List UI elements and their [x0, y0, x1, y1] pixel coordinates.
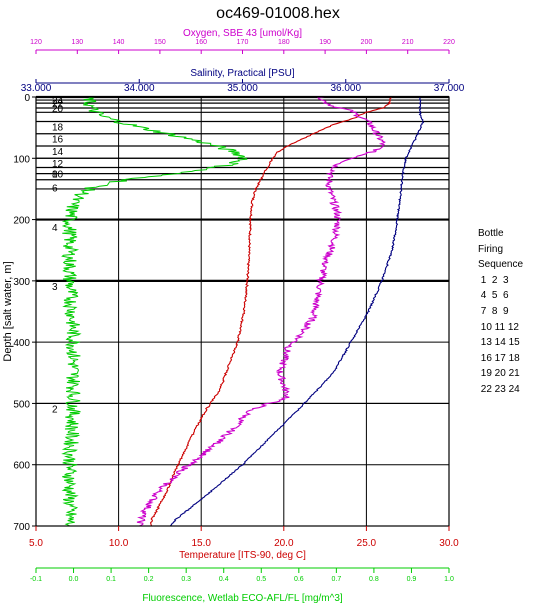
bottle-label: 8: [52, 170, 58, 181]
top-tick-label-oxygen: 130: [71, 39, 83, 46]
bottle-label: 18: [52, 122, 64, 133]
plot-border: [35, 96, 450, 527]
data-series: [61, 96, 425, 527]
series-line-temperature: [150, 96, 392, 527]
y-tick-label: 600: [13, 461, 30, 472]
top-tick-label-salinity: 35.000: [227, 83, 258, 94]
y-tick-label: 300: [13, 277, 30, 288]
legend-row: 22 23 24: [478, 383, 520, 395]
bottle-label: 12: [52, 159, 64, 170]
bottom-tick-label-temperature: 30.0: [439, 538, 459, 549]
bottom-tick-label-fluorescence: 0.4: [219, 576, 229, 583]
bottle-label: 14: [52, 147, 64, 158]
axes: 0 100 200 300 400 500 600 700 Depth [salt water,…: [2, 28, 465, 604]
y-tick-label: 0: [24, 93, 30, 104]
bottom-tick-label-fluorescence: 0.2: [144, 576, 154, 583]
top-tick-label-oxygen: 170: [237, 39, 249, 46]
y-tick-label: 400: [13, 338, 30, 349]
top-tick-label-oxygen: 120: [30, 39, 42, 46]
bottom-tick-label-fluorescence: -0.1: [30, 576, 42, 583]
bottle-label: 20: [52, 104, 64, 115]
legend-row: 4 5 6: [478, 290, 509, 302]
top-axis-label-oxygen: Oxygen, SBE 43 [umol/Kg]: [183, 28, 302, 39]
top-tick-label-oxygen: 210: [402, 39, 414, 46]
legend-row: 10 11 12: [478, 321, 519, 333]
top-tick-label-oxygen: 220: [443, 39, 455, 46]
legend-title-line: Firing: [478, 243, 504, 255]
y-axis-label: Depth [salt water, m]: [2, 261, 14, 361]
y-tick-label: 200: [13, 216, 30, 227]
top-tick-label-salinity: 33.000: [21, 83, 52, 94]
top-tick-label-oxygen: 180: [278, 39, 290, 46]
top-tick-label-oxygen: 140: [113, 39, 125, 46]
y-tick-label: 100: [13, 154, 30, 165]
series-line-salinity: [169, 96, 425, 527]
legend-row: 16 17 18: [478, 352, 520, 364]
bottom-tick-label-temperature: 25.0: [357, 538, 377, 549]
bottle-firing-lines: [36, 95, 449, 405]
legend-row: 7 8 9: [478, 305, 509, 317]
top-tick-label-salinity: 34.000: [124, 83, 155, 94]
top-axis-label-salinity: Salinity, Practical [PSU]: [190, 68, 295, 79]
top-tick-label-salinity: 37.000: [434, 83, 465, 94]
bottom-tick-label-fluorescence: 0.3: [181, 576, 191, 583]
bottom-tick-label-fluorescence: 0.5: [256, 576, 266, 583]
plot-grid: [35, 96, 450, 527]
bottom-tick-label-fluorescence: 0.0: [69, 576, 79, 583]
bottom-tick-label-fluorescence: 0.6: [294, 576, 304, 583]
bottle-label: 10: [52, 170, 64, 181]
bottom-tick-label-fluorescence: 0.7: [331, 576, 341, 583]
top-tick-label-oxygen: 190: [319, 39, 331, 46]
legend-row: 19 20 21: [478, 368, 520, 380]
bottle-label: 6: [52, 184, 58, 195]
bottom-axis-label-fluorescence: Fluorescence, Wetlab ECO-AFL/FL [mg/m^3]: [142, 593, 343, 604]
top-tick-label-oxygen: 160: [195, 39, 207, 46]
chart-title: oc469-01008.hex: [216, 5, 340, 22]
bottom-tick-label-temperature: 20.0: [274, 538, 294, 549]
series-line-fluorescence: [61, 96, 248, 527]
series-line-oxygen: [136, 96, 386, 527]
legend-title-line: Bottle: [478, 228, 504, 239]
bottom-tick-label-temperature: 5.0: [29, 538, 43, 549]
bottom-tick-label-temperature: 10.0: [109, 538, 129, 549]
bottom-tick-label-temperature: 15.0: [191, 538, 211, 549]
bottom-tick-label-fluorescence: 1.0: [444, 576, 454, 583]
bottom-axis-label-temperature: Temperature [ITS-90, deg C]: [179, 550, 306, 561]
top-tick-label-salinity: 36.000: [330, 83, 361, 94]
top-tick-label-oxygen: 200: [361, 39, 373, 46]
bottom-tick-label-fluorescence: 0.9: [407, 576, 417, 583]
bottle-label: 3: [52, 282, 58, 293]
legend-row: 13 14 15: [478, 337, 520, 349]
legend-row: 1 2 3: [478, 274, 509, 286]
bottle-label: 2: [52, 404, 58, 415]
top-tick-label-oxygen: 150: [154, 39, 166, 46]
bottom-tick-label-fluorescence: 0.1: [106, 576, 116, 583]
bottle-label: 24: [52, 96, 64, 107]
y-tick-label: 700: [13, 522, 30, 533]
legend-title-line: Sequence: [478, 259, 524, 271]
bottle-label: 16: [52, 135, 64, 146]
bottle-sequence-legend: Bottle Firing Sequence 1 2 3 4 5 6 7 8 9 1…: [478, 226, 523, 398]
y-tick-label: 500: [13, 399, 30, 410]
bottle-label: 22: [52, 99, 64, 110]
bottle-label: 4: [52, 223, 58, 234]
bottom-tick-label-fluorescence: 0.8: [369, 576, 379, 583]
